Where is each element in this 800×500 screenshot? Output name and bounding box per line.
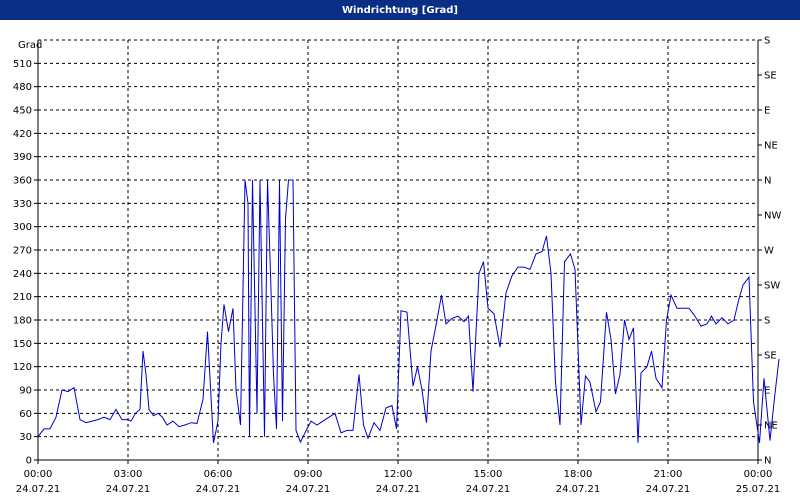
x-tick-time-label: 15:00 <box>474 469 503 480</box>
y2-tick-label: S <box>764 36 770 47</box>
y2-tick-label: SE <box>764 71 777 82</box>
y-tick-label: 90 <box>19 386 32 397</box>
x-tick-date-label: 24.07.21 <box>196 484 241 495</box>
x-tick-date-label: 24.07.21 <box>466 484 511 495</box>
x-tick-date-label: 24.07.21 <box>646 484 691 495</box>
y-tick-label: 240 <box>13 269 32 280</box>
y2-tick-label: N <box>764 456 771 467</box>
y2-tick-label: E <box>764 386 770 397</box>
y-tick-label: 330 <box>13 199 32 210</box>
chart-window-title: Windrichtung [Grad] <box>0 0 800 20</box>
y2-tick-label: W <box>764 246 774 257</box>
x-tick-time-label: 06:00 <box>204 469 233 480</box>
y2-tick-label: E <box>764 106 770 117</box>
y-tick-label: 360 <box>13 176 32 187</box>
y-tick-label: 510 <box>13 59 32 70</box>
x-tick-time-label: 09:00 <box>294 469 323 480</box>
series-line-1 <box>37 179 780 444</box>
x-tick-time-label: 03:00 <box>114 469 143 480</box>
y2-tick-label: S <box>764 316 770 327</box>
y-tick-label: 270 <box>13 246 32 257</box>
x-tick-date-label: 24.07.21 <box>106 484 151 495</box>
y2-tick-label: N <box>764 176 771 187</box>
y-tick-label: 450 <box>13 106 32 117</box>
y-tick-label: 420 <box>13 129 32 140</box>
y2-tick-label: SW <box>764 281 780 292</box>
x-tick-time-label: 21:00 <box>654 469 683 480</box>
y2-tick-label: SE <box>764 351 777 362</box>
y-tick-label: 390 <box>13 152 32 163</box>
tick-labels: 0 30 60 90 120 150 180 210 240 270 300 330 360 390 420… <box>13 36 782 496</box>
x-tick-time-label: 12:00 <box>384 469 413 480</box>
series-layer <box>37 179 780 444</box>
y-tick-label: 300 <box>13 222 32 233</box>
y-tick-label: 150 <box>13 339 32 350</box>
y-tick-label: 60 <box>19 409 32 420</box>
x-tick-time-label: 00:00 <box>744 469 773 480</box>
x-tick-date-label: 24.07.21 <box>556 484 601 495</box>
grid-lines <box>38 39 758 460</box>
y-tick-label: 210 <box>13 292 32 303</box>
x-tick-date-label: 24.07.21 <box>16 484 61 495</box>
y-tick-label: 30 <box>19 432 32 443</box>
y-tick-label: 480 <box>13 82 32 93</box>
x-tick-date-label: 24.07.21 <box>286 484 331 495</box>
x-tick-date-label: 25.07.21 <box>736 484 781 495</box>
x-tick-time-label: 00:00 <box>24 469 53 480</box>
x-tick-date-label: 24.07.21 <box>376 484 421 495</box>
y2-tick-label: NW <box>764 211 781 222</box>
axes <box>34 39 762 464</box>
y2-tick-label: NE <box>764 141 778 152</box>
y-tick-label: 180 <box>13 316 32 327</box>
y-tick-label: 0 <box>26 456 32 467</box>
y2-tick-label: NE <box>764 421 778 432</box>
y-axis-label: Grad <box>18 40 42 51</box>
y-tick-label: 120 <box>13 362 32 373</box>
wind-direction-chart: 0 30 60 90 120 150 180 210 240 270 300 330 360 390 420… <box>13 36 782 496</box>
x-tick-time-label: 18:00 <box>564 469 593 480</box>
